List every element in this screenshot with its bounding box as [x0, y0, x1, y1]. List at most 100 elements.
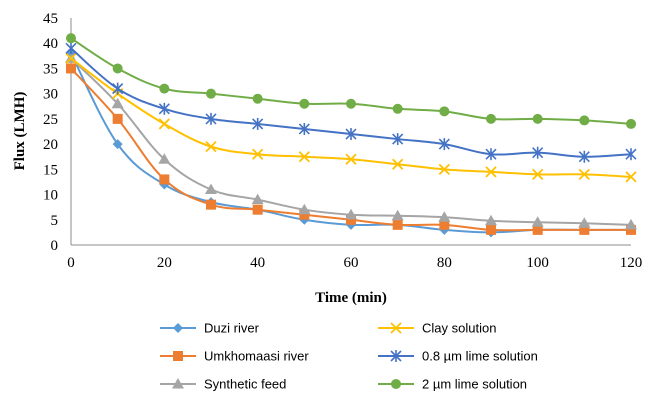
data-point	[346, 214, 356, 225]
data-point	[532, 146, 544, 159]
legend: Duzi river Umkhomaasi river Synthetic feed…	[160, 321, 538, 392]
data-point	[65, 52, 77, 64]
data-point	[205, 183, 217, 195]
data-point	[531, 216, 544, 227]
data-point	[158, 153, 171, 164]
y-tick-label: 40	[43, 36, 58, 52]
tick-labels: 0 5 10 15 20 25 30 35 40 45 0 20 40 60 80 100 120	[43, 11, 642, 271]
data-point	[172, 378, 184, 389]
legend-label: Clay solution	[422, 321, 496, 336]
data-point	[252, 117, 264, 130]
data-point	[626, 118, 636, 129]
legend-item: Duzi river	[160, 321, 260, 336]
data-point	[112, 63, 123, 74]
data-point	[578, 168, 590, 181]
legend-label: Umkhomaasi river	[204, 349, 309, 364]
x-tick-label: 20	[157, 255, 172, 271]
data-point	[206, 88, 216, 99]
data-point	[252, 93, 263, 104]
data-point	[159, 83, 170, 94]
x-tick-label: 120	[620, 255, 643, 271]
data-point	[66, 33, 76, 44]
series-group	[65, 33, 637, 238]
data-point	[578, 150, 590, 163]
x-axis-title: Time (min)	[315, 290, 387, 306]
data-point	[438, 211, 451, 222]
data-point	[438, 138, 450, 151]
data-point	[392, 158, 404, 170]
data-point	[485, 148, 497, 161]
data-point	[532, 168, 544, 181]
data-point	[298, 151, 310, 163]
y-tick-label: 0	[51, 238, 59, 254]
series-line	[70, 37, 632, 125]
data-point	[391, 209, 404, 221]
data-point	[392, 133, 404, 146]
data-point	[299, 98, 310, 109]
data-point	[206, 199, 216, 210]
data-point	[439, 106, 450, 117]
legend-item: 0.8 µm lime solution	[378, 349, 538, 364]
legend-item: Umkhomaasi river	[160, 349, 309, 364]
data-point	[173, 351, 183, 361]
data-point	[173, 323, 183, 333]
data-point	[159, 174, 170, 185]
legend-label: 0.8 µm lime solution	[422, 349, 538, 364]
y-tick-label: 30	[43, 87, 58, 103]
data-point	[66, 63, 76, 74]
data-point	[205, 140, 217, 153]
data-point	[298, 203, 311, 215]
legend-item: Clay solution	[378, 321, 496, 336]
series-line	[70, 57, 632, 226]
y-tick-label: 10	[43, 188, 58, 204]
y-tick-label: 15	[43, 162, 58, 178]
series-2	[65, 52, 637, 230]
y-axis-title: Flux (LMH)	[12, 92, 28, 171]
series-3	[65, 52, 637, 183]
series-1	[66, 63, 636, 235]
data-point	[205, 112, 217, 125]
data-point	[485, 166, 497, 178]
data-point	[626, 224, 636, 235]
data-point	[65, 42, 77, 55]
data-point	[532, 113, 543, 124]
series-4	[65, 42, 637, 163]
data-point	[298, 122, 310, 135]
data-point	[485, 214, 497, 226]
data-point	[112, 139, 123, 150]
legend-label: Synthetic feed	[204, 377, 286, 392]
data-point	[625, 148, 637, 161]
data-point	[578, 217, 591, 228]
y-tick-label: 20	[43, 137, 58, 153]
data-point	[345, 153, 357, 165]
series-5	[66, 33, 636, 129]
legend-label: 2 µm lime solution	[422, 377, 527, 392]
data-point	[579, 115, 590, 126]
y-tick-label: 5	[51, 213, 59, 229]
data-point	[111, 97, 124, 109]
data-point	[392, 219, 403, 230]
x-tick-label: 0	[67, 255, 75, 271]
data-point	[158, 118, 170, 130]
data-point	[346, 98, 356, 109]
x-tick-label: 60	[344, 255, 359, 271]
data-point	[532, 224, 543, 235]
x-tick-label: 40	[250, 255, 265, 271]
y-tick-label: 25	[43, 112, 58, 128]
legend-item: 2 µm lime solution	[378, 377, 527, 392]
data-point	[390, 322, 402, 334]
series-line	[70, 52, 631, 234]
data-point	[252, 148, 264, 160]
data-point	[158, 102, 170, 115]
data-point	[486, 113, 496, 124]
data-point	[390, 350, 402, 362]
data-point	[345, 208, 357, 220]
y-tick-label: 35	[43, 61, 58, 77]
data-point	[392, 103, 403, 114]
data-point	[252, 204, 263, 215]
data-point	[486, 224, 496, 235]
data-point	[112, 113, 123, 124]
legend-label: Duzi river	[204, 321, 260, 336]
data-point	[625, 218, 637, 230]
